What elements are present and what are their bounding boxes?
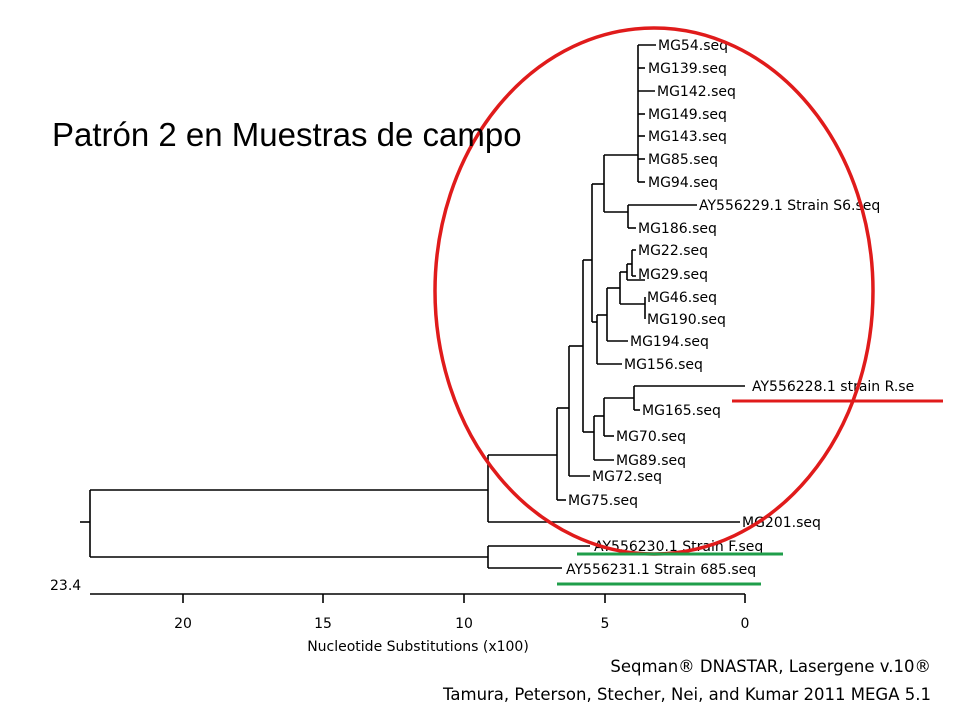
leaf-label: MG201.seq (742, 515, 821, 531)
axis-tick-label: 5 (601, 616, 610, 632)
axis-tick-label: 15 (314, 616, 332, 632)
leaf-label: MG85.seq (648, 152, 718, 168)
leaf-label: MG22.seq (638, 243, 708, 259)
leaf-label: MG139.seq (648, 61, 727, 77)
leaf-label: MG75.seq (568, 493, 638, 509)
leaf-label: MG142.seq (657, 84, 736, 100)
leaf-label: MG72.seq (592, 469, 662, 485)
leaf-label: MG149.seq (648, 107, 727, 123)
axis-tick-label: 10 (455, 616, 473, 632)
axis-title: Nucleotide Substitutions (x100) (307, 639, 529, 655)
reference-credit: Tamura, Peterson, Stecher, Nei, and Kuma… (442, 685, 931, 704)
axis-tick-label: 20 (174, 616, 192, 632)
leaf-label: MG29.seq (638, 267, 708, 283)
scale-axis: 23.4 20 15 10 5 0 Nucleotide Substitutio… (50, 578, 749, 655)
leaf-label: AY556229.1 Strain S6.seq (699, 198, 880, 214)
slide-title: Patrón 2 en Muestras de campo (52, 116, 522, 153)
leaf-label: MG156.seq (624, 357, 703, 373)
software-credit: Seqman® DNASTAR, Lasergene v.10® (610, 657, 931, 676)
phylogenetic-tree (80, 44, 745, 569)
leaf-label: MG94.seq (648, 175, 718, 191)
leaf-label: MG46.seq (647, 290, 717, 306)
leaf-label: MG143.seq (648, 129, 727, 145)
leaf-label: MG190.seq (647, 312, 726, 328)
leaf-label: MG54.seq (658, 38, 728, 54)
leaf-label: MG70.seq (616, 429, 686, 445)
leaf-label: MG194.seq (630, 334, 709, 350)
leaf-label: AY556231.1 Strain 685.seq (566, 562, 756, 578)
leaf-label: AY556228.1 strain R.se (752, 379, 914, 395)
leaf-label: MG186.seq (638, 221, 717, 237)
leaf-label: MG165.seq (642, 403, 721, 419)
root-scale-label: 23.4 (50, 578, 81, 594)
leaf-label: MG89.seq (616, 453, 686, 469)
axis-tick-label: 0 (741, 616, 750, 632)
leaf-labels: MG54.seq MG139.seq MG142.seq MG149.seq M… (566, 38, 914, 578)
